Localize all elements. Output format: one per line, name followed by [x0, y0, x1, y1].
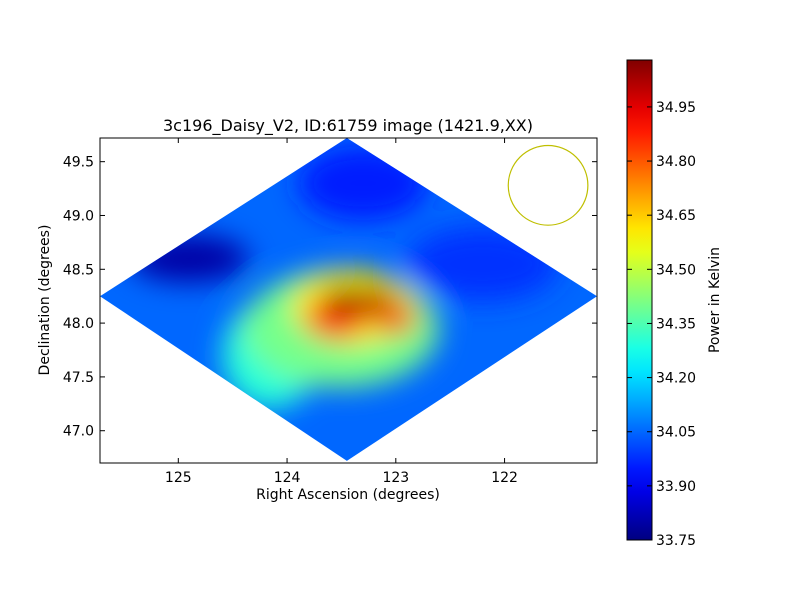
- x-axis-label: Right Ascension (degrees): [256, 487, 440, 503]
- heatmap-feature-9: [324, 286, 364, 313]
- colorbar-tick-label-7: 34.80: [656, 154, 696, 170]
- y-tick-label-3: 48.5: [63, 262, 94, 278]
- colorbar: [626, 59, 653, 541]
- y-tick-label-5: 49.5: [63, 155, 94, 171]
- chart-title: 3c196_Daisy_V2, ID:61759 image (1421.9,X…: [163, 116, 533, 136]
- heatmap-features: [129, 145, 559, 410]
- heatmap-image: [100, 138, 597, 461]
- axes: 125 124 123 122 47.0 47.5 48.0 48.5 49.0 49.5: [63, 138, 597, 486]
- x-tick-label-1: 124: [274, 470, 301, 486]
- heatmap-blur-group: [129, 145, 559, 410]
- colorbar-tick-label-1: 33.90: [656, 479, 696, 495]
- beam-circle: [507, 144, 589, 226]
- colorbar-tick-label-0: 33.75: [656, 533, 696, 549]
- colorbar-label: Power in Kelvin: [707, 247, 723, 353]
- x-tick-label-2: 123: [382, 470, 409, 486]
- colorbar-tick-label-4: 34.35: [656, 316, 696, 332]
- plot-frame: [99, 137, 598, 464]
- colorbar-tick-label-8: 34.95: [656, 100, 696, 116]
- y-tick-label-1: 47.5: [63, 370, 94, 386]
- y-tick-label-4: 49.0: [63, 208, 94, 224]
- heatmap-feature-0: [129, 234, 249, 283]
- colorbar-tick-label-5: 34.50: [656, 262, 696, 278]
- x-tick-label-0: 125: [165, 470, 192, 486]
- colorbar-axis: 33.75 33.90 34.05 34.20 34.35 34.50 34.65 34.80…: [627, 100, 696, 549]
- heatmap-feature-8: [358, 286, 394, 317]
- heatmap-feature-2: [406, 226, 559, 302]
- colorbar-tick-label-3: 34.20: [656, 371, 696, 387]
- x-tick-label-3: 122: [491, 470, 518, 486]
- y-tick-label-0: 47.0: [63, 424, 94, 440]
- colorbar-tick-label-2: 34.05: [656, 425, 696, 441]
- colorbar-tick-label-6: 34.65: [656, 208, 696, 224]
- heatmap-feature-1: [297, 145, 429, 221]
- y-tick-label-2: 48.0: [63, 316, 94, 332]
- y-axis-label: Declination (degrees): [37, 225, 53, 376]
